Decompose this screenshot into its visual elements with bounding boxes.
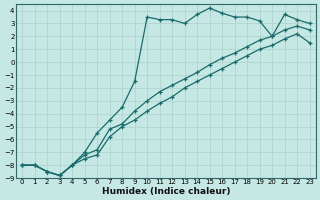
X-axis label: Humidex (Indice chaleur): Humidex (Indice chaleur) [102, 187, 230, 196]
